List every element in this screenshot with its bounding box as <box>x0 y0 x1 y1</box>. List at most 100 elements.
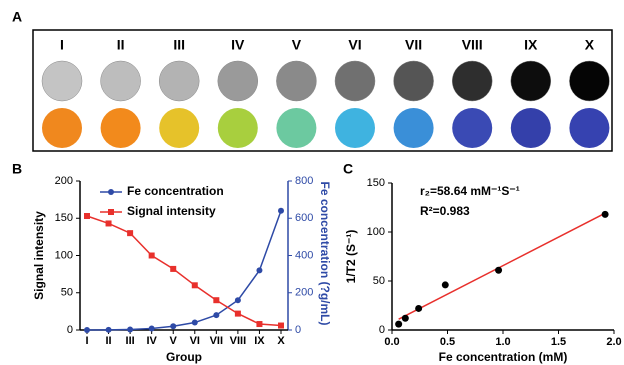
phantom-color <box>452 108 492 148</box>
panel-label: A <box>12 9 22 25</box>
phantom-t2 <box>394 61 434 101</box>
phantom-color <box>276 108 316 148</box>
marker <box>127 326 133 332</box>
marker <box>278 323 284 329</box>
legend-label: Signal intensity <box>127 204 216 218</box>
phantom-color <box>218 108 258 148</box>
x-tick-label: 0.5 <box>440 336 455 348</box>
marker <box>192 320 198 326</box>
phantom-t2 <box>452 61 492 101</box>
group-label: VI <box>348 37 361 53</box>
point <box>395 321 402 328</box>
phantom-color <box>101 108 141 148</box>
phantom-t2 <box>159 61 199 101</box>
phantom-color <box>569 108 609 148</box>
marker <box>106 327 112 333</box>
group-label: IV <box>231 37 245 53</box>
x-tick-label: 2.0 <box>606 336 621 348</box>
y-axis-label: 1/T2 (S⁻¹) <box>344 230 358 284</box>
point <box>415 305 422 312</box>
panel-label: B <box>12 161 22 177</box>
marker <box>149 326 155 332</box>
legend-marker <box>108 209 114 215</box>
phantom-color <box>511 108 551 148</box>
phantom-t2 <box>569 61 609 101</box>
x-tick-label: 0.0 <box>384 336 399 348</box>
legend-marker <box>108 189 114 195</box>
y-tick-label: 100 <box>55 249 73 261</box>
x-tick-label: III <box>126 335 135 347</box>
y2-tick-label: 200 <box>295 287 313 299</box>
group-label: VII <box>405 37 422 53</box>
y2-tick-label: 400 <box>295 249 313 261</box>
phantom-color <box>335 108 375 148</box>
y-tick-label: 50 <box>373 275 385 287</box>
y-tick-label: 150 <box>55 212 73 224</box>
marker <box>256 321 262 327</box>
phantom-color <box>159 108 199 148</box>
legend-label: Fe concentration <box>127 184 224 198</box>
group-label: I <box>60 37 64 53</box>
marker <box>256 267 262 273</box>
panel-label: C <box>343 161 353 177</box>
group-label: IX <box>524 37 538 53</box>
x-tick-label: 1.0 <box>495 336 510 348</box>
y-tick-label: 100 <box>367 226 385 238</box>
phantom-color <box>394 108 434 148</box>
marker <box>170 323 176 329</box>
marker <box>235 297 241 303</box>
x-tick-label: VI <box>190 335 200 347</box>
x-axis-label: Fe concentration (mM) <box>439 350 568 364</box>
marker <box>213 312 219 318</box>
y-tick-label: 150 <box>367 177 385 189</box>
marker <box>213 297 219 303</box>
phantom-t2 <box>101 61 141 101</box>
x-tick-label: VII <box>210 335 223 347</box>
x-tick-label: 1.5 <box>551 336 566 348</box>
figure: A B C IIIIIIIVVVIVIIVIIIIXX0501001502000… <box>0 0 624 365</box>
group-label: V <box>292 37 302 53</box>
annotation: r₂=58.64 mM⁻¹S⁻¹ <box>420 184 520 198</box>
phantom-color <box>42 108 82 148</box>
phantom-t2 <box>42 61 82 101</box>
y2-tick-label: 600 <box>295 212 313 224</box>
annotation: R²=0.983 <box>420 204 470 218</box>
group-label: X <box>585 37 595 53</box>
phantom-t2 <box>276 61 316 101</box>
x-tick-label: II <box>105 335 111 347</box>
y2-axis-label: Fe concentration (?g/mL) <box>318 182 332 326</box>
group-label: II <box>117 37 125 53</box>
y-tick-label: 0 <box>67 324 73 336</box>
x-tick-label: X <box>277 335 285 347</box>
group-label: VIII <box>462 37 483 53</box>
y-tick-label: 50 <box>61 287 73 299</box>
point <box>602 211 609 218</box>
y-tick-label: 0 <box>379 324 385 336</box>
y-axis-label: Signal intensity <box>32 211 46 300</box>
marker <box>192 282 198 288</box>
x-tick-label: I <box>85 335 88 347</box>
point <box>495 267 502 274</box>
marker <box>127 230 133 236</box>
phantom-t2 <box>511 61 551 101</box>
marker <box>84 213 90 219</box>
x-tick-label: IV <box>146 335 157 347</box>
phantom-t2 <box>218 61 258 101</box>
marker <box>106 220 112 226</box>
marker <box>170 266 176 272</box>
x-tick-label: V <box>170 335 178 347</box>
x-axis-label: Group <box>166 350 202 364</box>
x-tick-label: IX <box>254 335 265 347</box>
marker <box>235 311 241 317</box>
marker <box>149 253 155 259</box>
group-label: III <box>173 37 185 53</box>
marker <box>84 327 90 333</box>
y2-tick-label: 800 <box>295 175 313 187</box>
point <box>402 315 409 322</box>
x-tick-label: VIII <box>230 335 247 347</box>
marker <box>278 208 284 214</box>
y2-tick-label: 0 <box>295 324 301 336</box>
y-tick-label: 200 <box>55 175 73 187</box>
point <box>442 281 449 288</box>
phantom-t2 <box>335 61 375 101</box>
